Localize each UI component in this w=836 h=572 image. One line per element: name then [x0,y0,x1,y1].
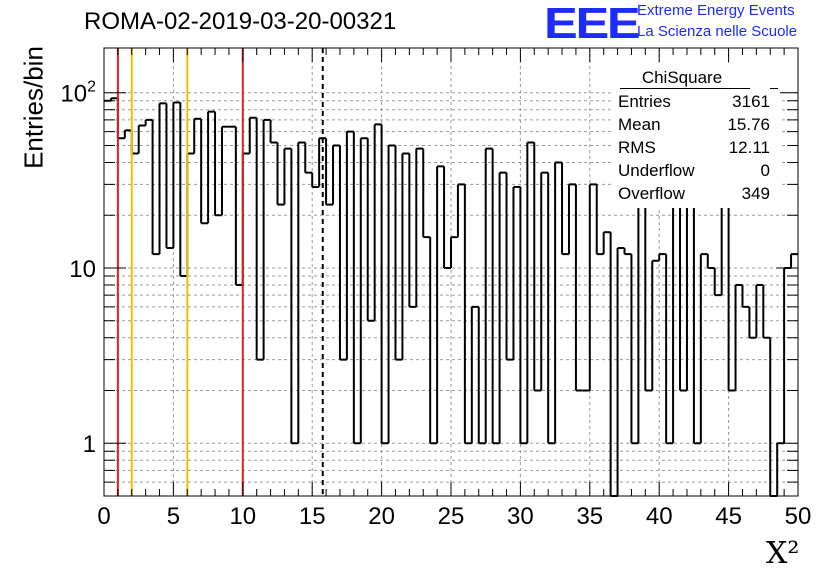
y-tick-label: 1 [83,431,96,458]
x-tick-label: 35 [576,503,603,530]
stats-value: 0 [760,161,770,180]
stats-value: 12.11 [728,138,770,157]
stats-label: Overflow [618,184,686,203]
stats-title: ChiSquare [641,68,723,87]
stats-row-entries: Entries 3161 [618,92,770,114]
x-tick-label: 15 [299,503,326,530]
x-tick-label: 50 [785,503,812,530]
stats-label: Underflow [618,161,695,180]
stats-row-overflow: Overflow 349 [618,184,770,206]
eee-logo: EEE [544,0,641,48]
stats-row-mean: Mean 15.76 [618,115,770,137]
x-tick-label: 30 [507,503,534,530]
stats-label: RMS [618,138,656,157]
tick-layer [103,48,799,497]
stats-value: 349 [741,184,770,203]
stats-value: 3161 [732,92,770,111]
x-tick-label: 20 [368,503,395,530]
stats-row-rms: RMS 12.11 [618,138,770,160]
logo-caption-line1: Extreme Energy Events [637,2,795,19]
run-title: ROMA-02-2019-03-20-00321 [84,8,397,35]
histogram-layer [104,97,798,497]
x-tick-label: 25 [438,503,465,530]
y-tick-label: 10 [69,256,96,283]
stats-box: ChiSquare Entries 3161 Mean 15.76 RMS 12… [612,66,780,208]
x-tick-label: 40 [646,503,673,530]
stats-label: Entries [618,92,671,111]
x-tick-label: 5 [167,503,180,530]
x-tick-label: 0 [97,503,110,530]
x-axis-label: X² [766,536,800,571]
y-tick-label: 102 [60,79,96,108]
tick-labels-layer: 0 5 10 15 20 25 30 35 40 45 50 1 10 102 [60,79,811,530]
stats-divider [620,88,750,89]
stats-divider-right [770,88,778,89]
stats-value: 15.76 [727,115,770,134]
x-tick-label: 10 [229,503,256,530]
reference-lines-layer [116,48,324,496]
stats-label: Mean [618,115,661,134]
stats-row-underflow: Underflow 0 [618,161,770,183]
y-axis-label: Entries/bin [18,46,49,169]
x-tick-label: 45 [715,503,742,530]
logo-caption-line2: La Scienza nelle Scuole [637,23,798,40]
